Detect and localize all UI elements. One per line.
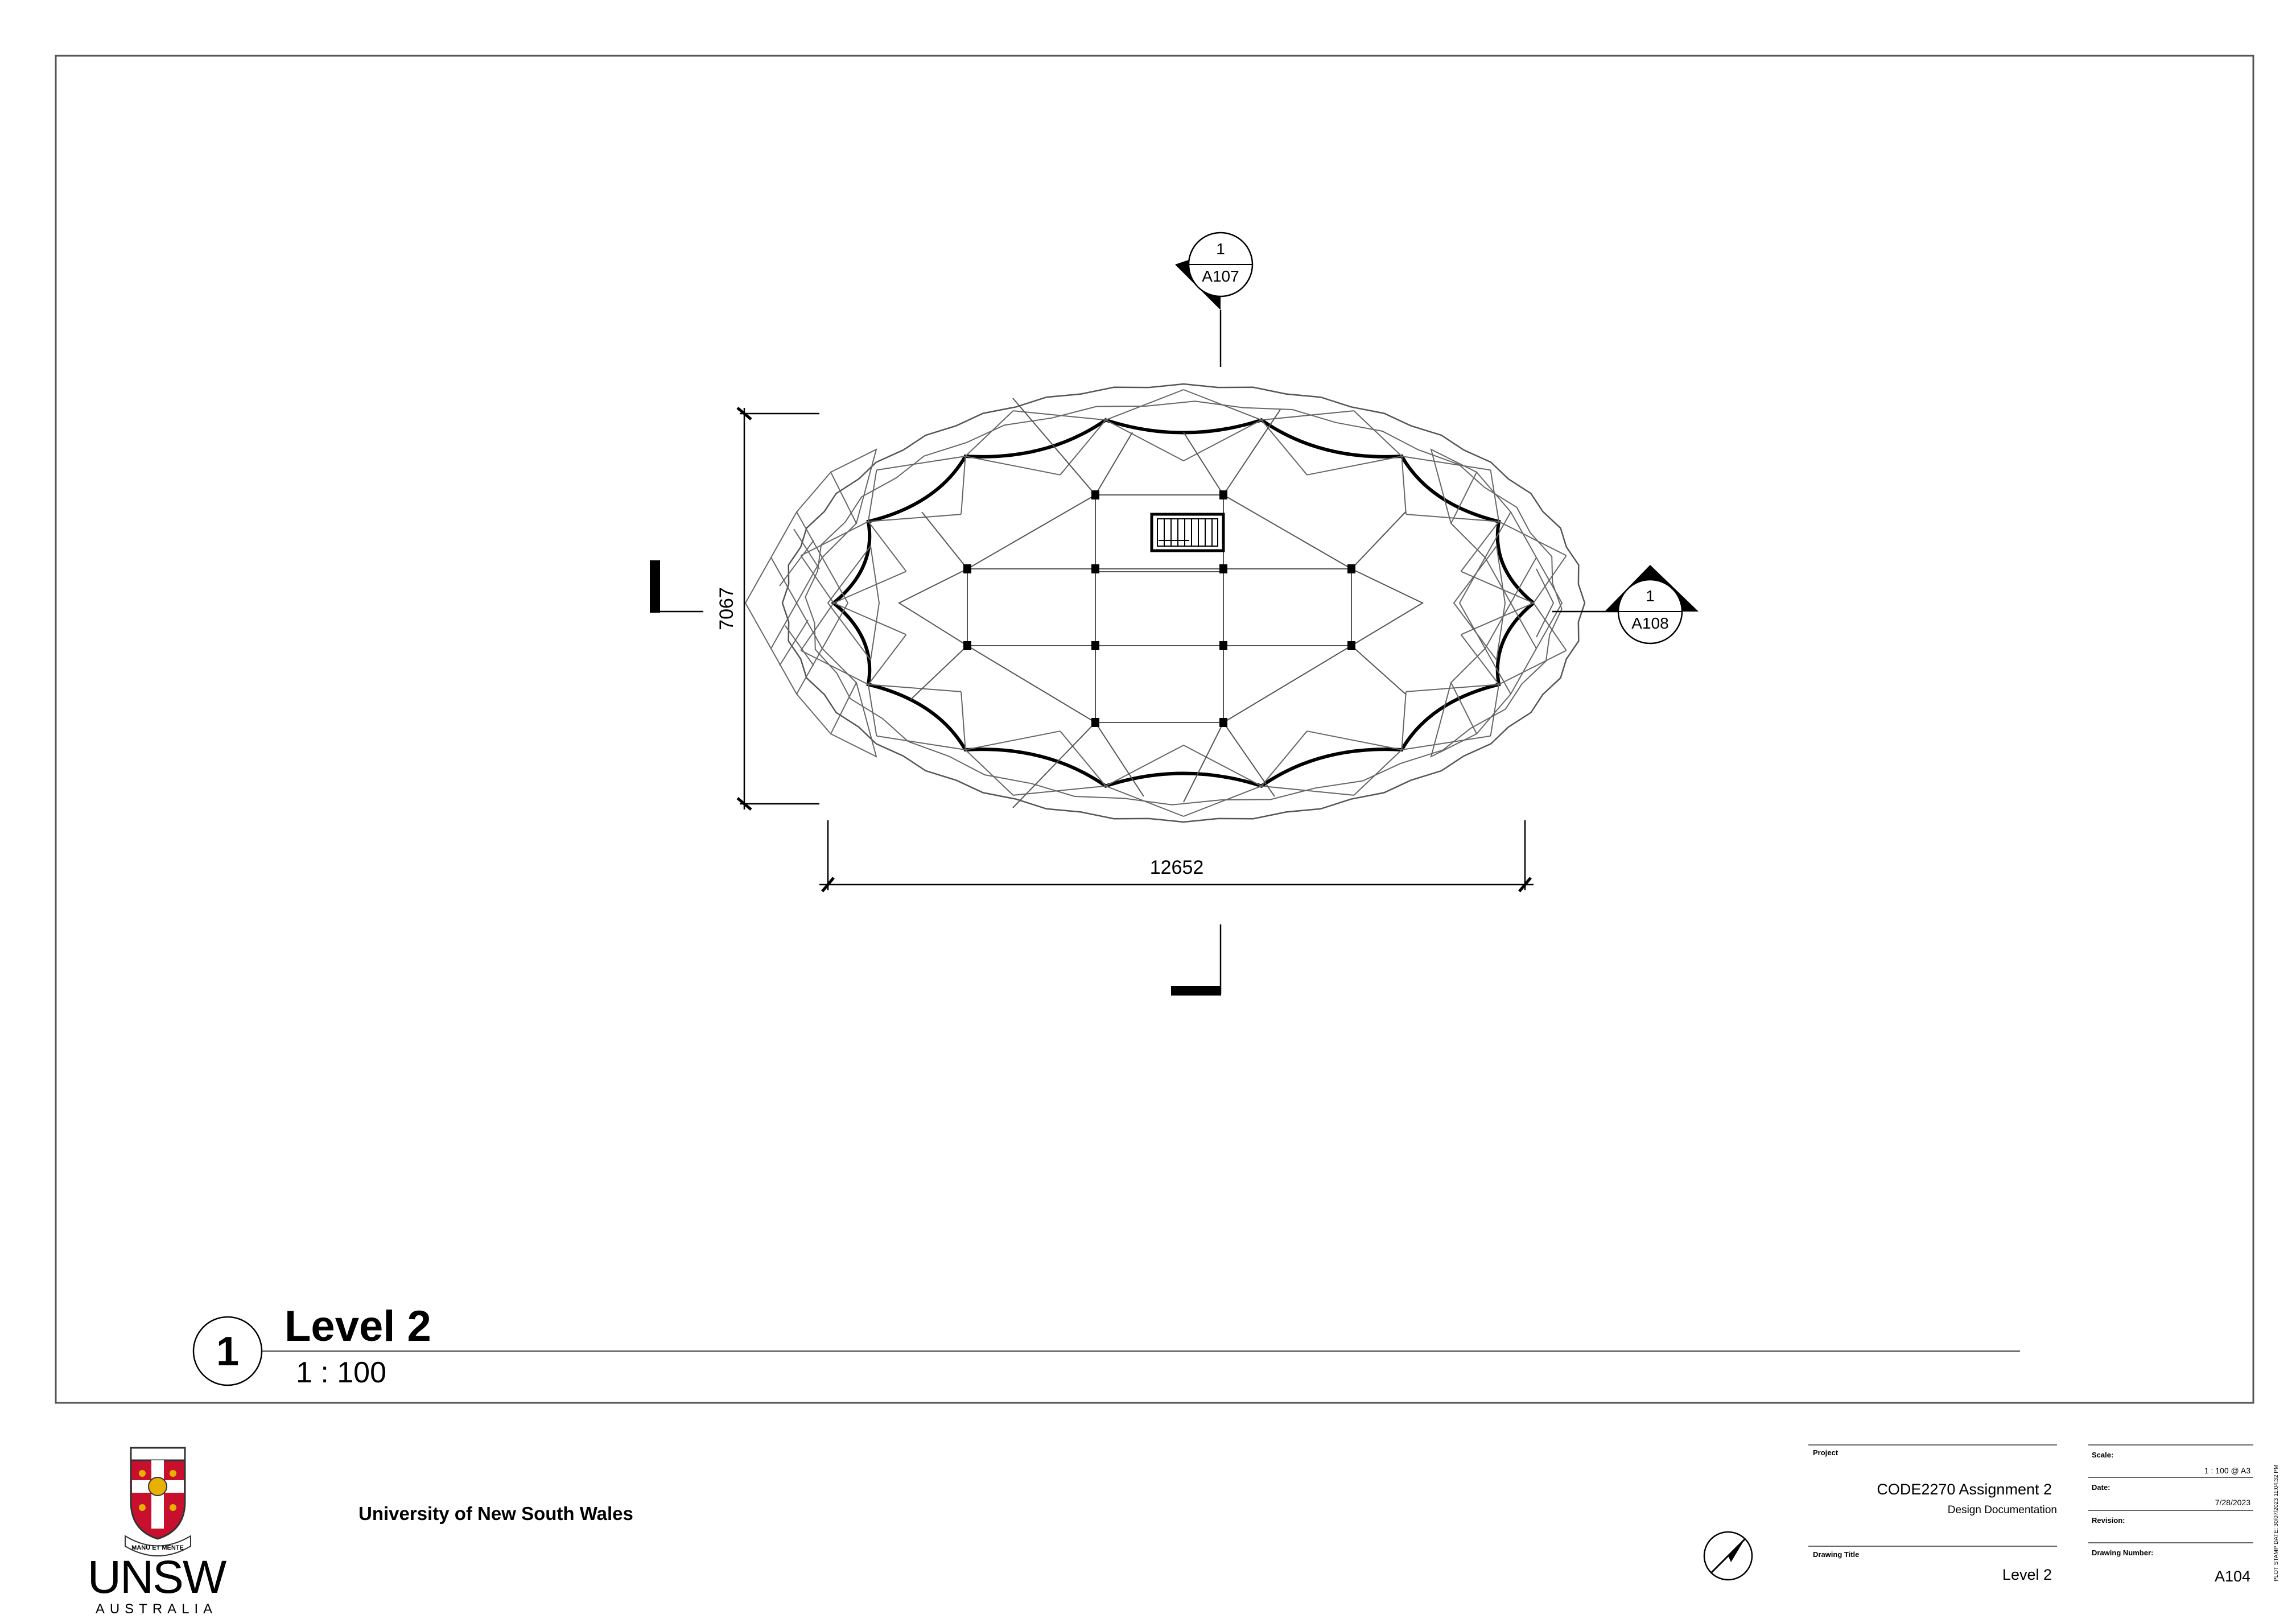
view-title: 1 Level 2 1 : 100 [192, 1302, 2020, 1389]
drawing-number: A104 [2215, 1568, 2250, 1585]
shell-facet [800, 555, 906, 604]
outer-shell-outline [781, 383, 1586, 823]
shell-facet [1013, 410, 1106, 476]
shell-facet [1405, 470, 1500, 522]
university-name: University of New South Wales [358, 1503, 633, 1524]
view-name: Level 2 [285, 1302, 431, 1351]
drawing-title-label: Drawing Title [1813, 1550, 1859, 1559]
shell-facet [1013, 730, 1106, 796]
shell-facet [800, 634, 907, 685]
date-label: Date: [2092, 1483, 2110, 1492]
scale-value: 1 : 100 @ A3 [2204, 1466, 2250, 1475]
shell-facets [800, 389, 1567, 817]
section-right-sheet: A108 [1631, 614, 1668, 632]
shell-facet [1306, 410, 1403, 476]
shell-facet [800, 521, 907, 572]
shell-facet [876, 691, 966, 750]
dimension-height [736, 407, 819, 811]
logo-country: AUSTRALIA [96, 1601, 217, 1617]
shell-facet [1306, 730, 1403, 796]
dimension-width-label: 12652 [1150, 857, 1204, 878]
date-value: 7/28/2023 [2215, 1498, 2250, 1507]
shell-facet [1460, 634, 1567, 685]
level-2-floor-plan: 1 A107 1 A108 12652 [650, 232, 1699, 996]
shell-facet [867, 470, 962, 522]
shell-facet [1405, 684, 1500, 736]
view-scale: 1 : 100 [296, 1356, 386, 1389]
shell-facet [1401, 691, 1491, 750]
dimension-height-label: 7067 [716, 587, 737, 630]
shell-facet [1105, 389, 1184, 461]
columns [963, 490, 1355, 727]
shell-facet [1461, 555, 1567, 604]
structural-grid [897, 398, 1424, 808]
drawing-number-label: Drawing Number: [2092, 1548, 2153, 1557]
shell-facet [800, 602, 906, 651]
section-right-number: 1 [1646, 587, 1655, 605]
project-name: CODE2270 Assignment 2 [1877, 1481, 2052, 1498]
shell-facet [1461, 602, 1567, 651]
north-arrow-icon [1703, 1531, 1753, 1581]
section-tail-bottom [1171, 986, 1221, 996]
section-marker-right: 1 A108 [1605, 565, 1699, 645]
section-tail-left [650, 560, 660, 613]
left-inner-diamond [827, 544, 880, 662]
secondary-shell-outline [805, 400, 1563, 806]
right-lattice [1430, 448, 1563, 758]
left-lattice [744, 448, 877, 758]
view-number: 1 [216, 1329, 239, 1374]
project-subtitle: Design Documentation [1948, 1504, 2057, 1516]
shell-facet [964, 410, 1061, 476]
drawing-border [55, 55, 2254, 1404]
unsw-logo: MANU ET MENTE UNSW AUSTRALIA [57, 1425, 256, 1618]
title-block: MANU ET MENTE UNSW AUSTRALIA University … [57, 1425, 2279, 1618]
shell-facet [1105, 745, 1184, 817]
logo-wordmark: UNSW [88, 1551, 227, 1603]
revision-label: Revision: [2092, 1516, 2125, 1525]
shell-facet [876, 456, 966, 515]
section-top-number: 1 [1216, 240, 1225, 258]
scale-label: Scale: [2092, 1451, 2113, 1459]
shell-facet [1401, 456, 1491, 515]
stair [1150, 513, 1225, 552]
shell-facet [1460, 521, 1567, 572]
plot-stamp: PLOT STAMP DATE: 30/07/2023 11:04:32 PM [2273, 1465, 2279, 1581]
project-label: Project [1813, 1448, 1839, 1457]
inner-scalloped-wall [831, 418, 1535, 788]
shell-facet [867, 684, 962, 736]
section-marker-top: 1 A107 [1175, 232, 1254, 310]
shell-facet [1183, 745, 1262, 817]
shell-facet [1183, 389, 1262, 461]
shell-facet [1261, 730, 1354, 796]
dimension-width [819, 820, 1534, 893]
drawing-title: Level 2 [2002, 1566, 2052, 1583]
logo-motto: MANU ET MENTE [131, 1544, 184, 1551]
shell-facet [964, 730, 1061, 796]
section-top-sheet: A107 [1202, 267, 1239, 285]
shell-facet [1261, 410, 1354, 476]
right-inner-diamond [1453, 544, 1506, 662]
